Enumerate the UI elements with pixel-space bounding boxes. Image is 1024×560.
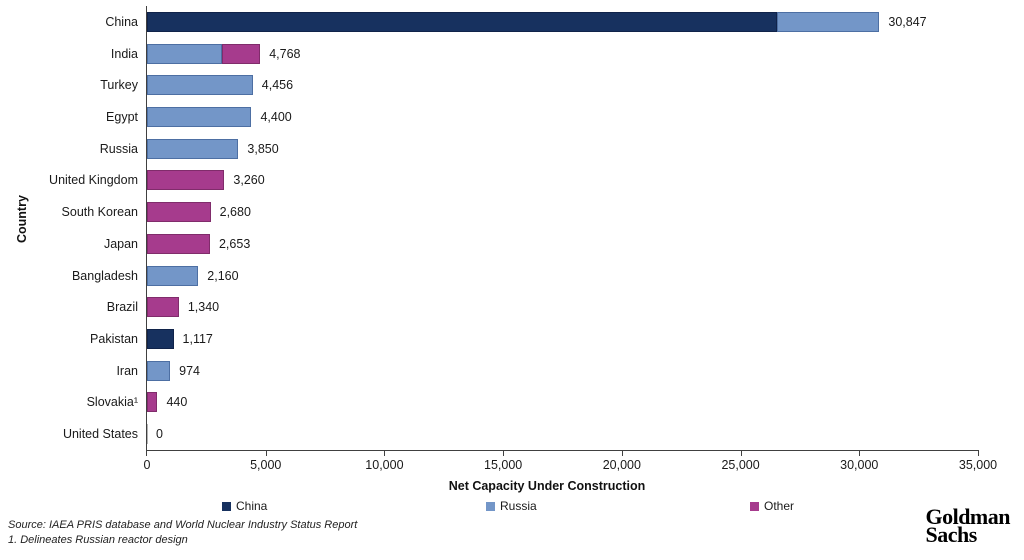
country-label: Iran (116, 363, 138, 378)
legend-swatch-russia (486, 501, 495, 511)
bar-segment-russia (777, 11, 880, 32)
country-label: United States (62, 427, 138, 442)
source-note: Source: IAEA PRIS database and World Nuc… (8, 519, 358, 531)
x-tick-mark (503, 451, 505, 456)
footnote-1: 1. Delineates Russian reactor design (8, 534, 188, 546)
bar-row (147, 233, 210, 254)
logo-line-1: Goldman (925, 504, 1010, 529)
value-label: 440 (166, 395, 188, 410)
country-label: Slovakia¹ (86, 395, 138, 410)
bar-row (147, 360, 171, 381)
country-label: Brazil (106, 300, 138, 315)
bar-row (147, 75, 253, 96)
zero-value-dash (147, 424, 148, 445)
x-tick-label: 30,000 (840, 458, 879, 472)
bar-row (147, 138, 239, 159)
value-label: 3,850 (247, 141, 279, 156)
legend-label: Russia (500, 499, 537, 513)
value-label: 4,400 (260, 110, 292, 124)
goldman-sachs-logo: Goldman Sachs (925, 504, 1010, 547)
x-tick-mark (146, 451, 147, 456)
bar-segment-russia (147, 138, 239, 159)
bar-row (147, 202, 211, 223)
country-label: Egypt (106, 110, 138, 124)
legend: China Russia Other (0, 498, 1024, 514)
value-label: 4,456 (261, 78, 294, 93)
value-label: 2,680 (219, 205, 251, 220)
bar-segment-other (147, 233, 210, 254)
bar-row (147, 392, 158, 413)
x-tick-mark (621, 451, 623, 456)
bar-row (147, 43, 261, 64)
x-tick-mark (859, 451, 861, 456)
legend-item-other: Other (750, 498, 794, 514)
bar-segment-other (147, 392, 158, 413)
x-tick-label: 0 (143, 458, 151, 472)
bar-segment-other (222, 43, 261, 64)
legend-label: China (236, 499, 268, 513)
x-tick-label: 10,000 (365, 458, 404, 472)
legend-item-russia: Russia (486, 498, 537, 514)
bar-segment-china (147, 11, 778, 32)
value-label: 0 (156, 427, 163, 442)
x-tick-label: 5,000 (250, 458, 282, 472)
x-tick-label: 25,000 (721, 458, 760, 472)
value-label: 4,768 (269, 46, 301, 61)
legend-label: Other (764, 499, 795, 513)
legend-item-china: China (222, 498, 267, 514)
x-axis-title: Net Capacity Under Construction (448, 479, 646, 493)
bar-segment-other (147, 297, 179, 318)
bar-segment-china (147, 329, 174, 349)
x-tick-mark (265, 451, 267, 456)
value-label: 2,653 (218, 236, 251, 251)
x-tick-label: 35,000 (958, 458, 998, 472)
legend-swatch-china (222, 501, 231, 511)
x-tick-mark (740, 451, 742, 456)
country-label: Bangladesh (71, 268, 138, 283)
footnotes: Source: IAEA PRIS database and World Nuc… (8, 518, 357, 548)
value-label: 30,847 (888, 14, 927, 29)
bar-segment-russia (147, 75, 253, 96)
y-axis-line (146, 6, 147, 451)
legend-swatch-other (750, 501, 759, 511)
country-label: United Kingdom (49, 173, 138, 188)
x-tick-label: 20,000 (602, 458, 641, 472)
country-label: Japan (103, 236, 138, 251)
value-label: 974 (179, 363, 200, 378)
bar-row (147, 329, 174, 349)
plot-area: 30,847 4,768 4,456 4,400 3,850 3,260 2,680 2,65… (144, 6, 997, 472)
value-label: 3,260 (233, 173, 265, 188)
x-tick-label: 15,000 (484, 458, 523, 472)
value-label: 1,117 (182, 332, 213, 346)
bar-row (147, 11, 880, 32)
value-label: 2,160 (207, 268, 239, 283)
country-label: India (110, 46, 138, 61)
x-tick-mark (384, 451, 386, 456)
bar-segment-russia (147, 265, 199, 286)
bar-row (147, 265, 199, 286)
bar-row (147, 424, 148, 445)
country-label: Pakistan (90, 332, 138, 346)
logo-line-2: Sachs (925, 522, 977, 547)
country-label: Turkey (100, 78, 138, 93)
x-tick-mark (978, 451, 979, 456)
value-label: 1,340 (187, 300, 220, 315)
bar-segment-russia (147, 360, 171, 381)
country-label: Russia (99, 141, 138, 156)
country-label: South Korean (61, 205, 138, 220)
bar-row (147, 107, 252, 127)
bar-segment-other (147, 170, 225, 191)
bar-segment-other (147, 202, 211, 223)
x-axis-line (146, 450, 979, 451)
bar-segment-russia (147, 107, 252, 127)
country-label: China (105, 14, 138, 29)
bar-row (147, 170, 225, 191)
bar-segment-russia (147, 43, 223, 64)
bar-row (147, 297, 179, 318)
